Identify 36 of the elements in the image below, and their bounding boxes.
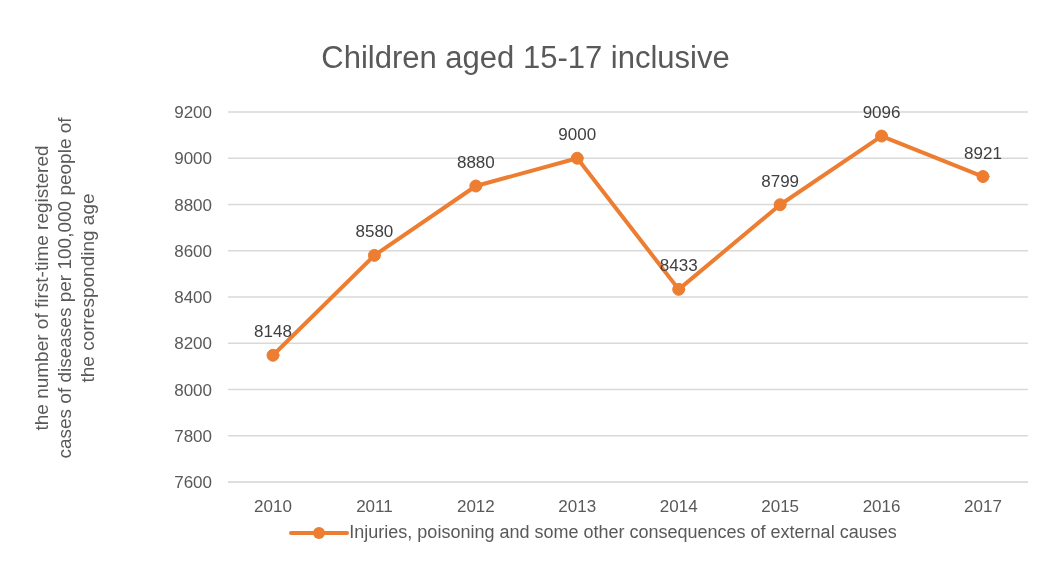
- x-tick-label: 2014: [659, 497, 698, 517]
- y-tick-label: 8200: [174, 334, 212, 354]
- x-tick-label: 2015: [761, 497, 800, 517]
- y-tick-label: 9000: [174, 149, 212, 169]
- data-label: 8148: [254, 322, 292, 342]
- point: [672, 282, 686, 296]
- point: [875, 129, 889, 143]
- y-tick-label: 8800: [174, 195, 212, 215]
- y-tick-label: 8000: [174, 380, 212, 400]
- data-label: 9096: [862, 103, 901, 123]
- data-label: 8880: [456, 153, 495, 172]
- x-tick-label: 2013: [558, 497, 597, 517]
- x-tick-label: 2017: [964, 497, 1002, 517]
- data-label: 8580: [355, 222, 394, 242]
- data-label: 8799: [761, 171, 800, 191]
- chart-title: Children aged 15-17 inclusive: [320, 40, 731, 76]
- y-tick-label: 8600: [174, 241, 212, 261]
- point: [570, 151, 584, 165]
- y-tick-label: 7800: [174, 426, 212, 446]
- data-label: 8921: [964, 143, 1002, 163]
- point: [469, 179, 483, 193]
- x-tick-label: 2012: [456, 497, 495, 517]
- y-axis-title: the number of first-time registered cases of diseases per 100,000 people of the corresponding age: [31, 116, 98, 459]
- point: [367, 248, 381, 262]
- point: [266, 348, 280, 362]
- x-tick-label: 2016: [862, 497, 901, 517]
- point: [976, 170, 990, 184]
- y-tick-label: 9200: [174, 103, 212, 123]
- point: [773, 198, 787, 212]
- legend-label: Injuries, poisoning and some other consequences of external causes: [349, 522, 897, 543]
- x-tick-label: 2010: [254, 497, 292, 517]
- data-label: 9000: [558, 125, 597, 145]
- y-tick-label: 7600: [174, 473, 212, 493]
- x-tick-label: 2011: [356, 497, 393, 517]
- data-label: 8433: [659, 256, 698, 276]
- y-tick-label: 8400: [174, 288, 212, 308]
